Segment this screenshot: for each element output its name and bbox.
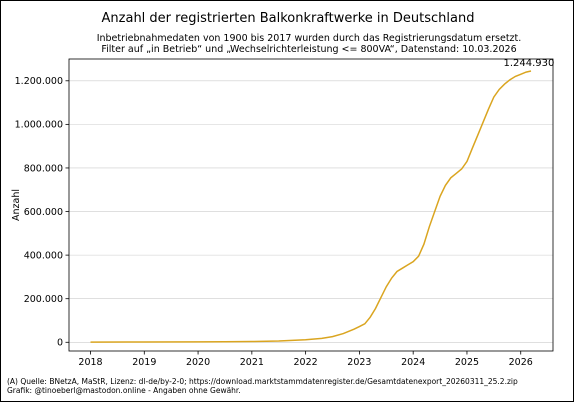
chart-subtitle-line-2: Filter auf „in Betrieb“ und „Wechselrich… <box>101 44 516 55</box>
y-axis-label: Anzahl <box>11 189 22 221</box>
y-tick-label: 600.000 <box>24 207 63 218</box>
x-tick-label: 2019 <box>132 357 156 368</box>
y-tick-label: 200.000 <box>24 294 63 305</box>
footer-credit: Grafik: @tinoeberl@mastodon.online - Ang… <box>7 386 241 395</box>
x-tick-label: 2018 <box>78 357 102 368</box>
x-tick-label: 2026 <box>509 357 533 368</box>
chart-title: Anzahl der registrierten Balkonkraftwerk… <box>102 11 475 26</box>
y-tick-label: 1.200.000 <box>15 76 63 87</box>
x-tick-label: 2020 <box>186 357 210 368</box>
footer-source: (A) Quelle: BNetzA, MaStR, Lizenz: dl-de… <box>7 377 518 386</box>
y-tick-label: 400.000 <box>24 250 63 261</box>
x-tick-label: 2024 <box>401 357 425 368</box>
y-tick-label: 1.000.000 <box>15 120 63 131</box>
x-tick-label: 2023 <box>347 357 371 368</box>
x-axis: 2018 2019 2020 2021 2022 2023 2024 2025 2026 <box>78 351 533 368</box>
plot-area <box>68 58 554 352</box>
y-tick-label: 800.000 <box>24 163 63 174</box>
y-axis: 0 200.000 400.000 600.000 800.000 1.000.000 1.… <box>15 76 69 349</box>
x-tick-label: 2022 <box>294 357 318 368</box>
last-value-annotation: 1.244.930 <box>503 58 554 69</box>
chart-subtitle-line-1: Inbetriebnahmedaten von 1900 bis 2017 wu… <box>97 33 522 44</box>
gridlines <box>69 80 553 343</box>
y-tick-label: 0 <box>57 338 63 349</box>
series-line <box>90 70 532 343</box>
x-tick-label: 2021 <box>240 357 264 368</box>
x-tick-label: 2025 <box>455 357 479 368</box>
